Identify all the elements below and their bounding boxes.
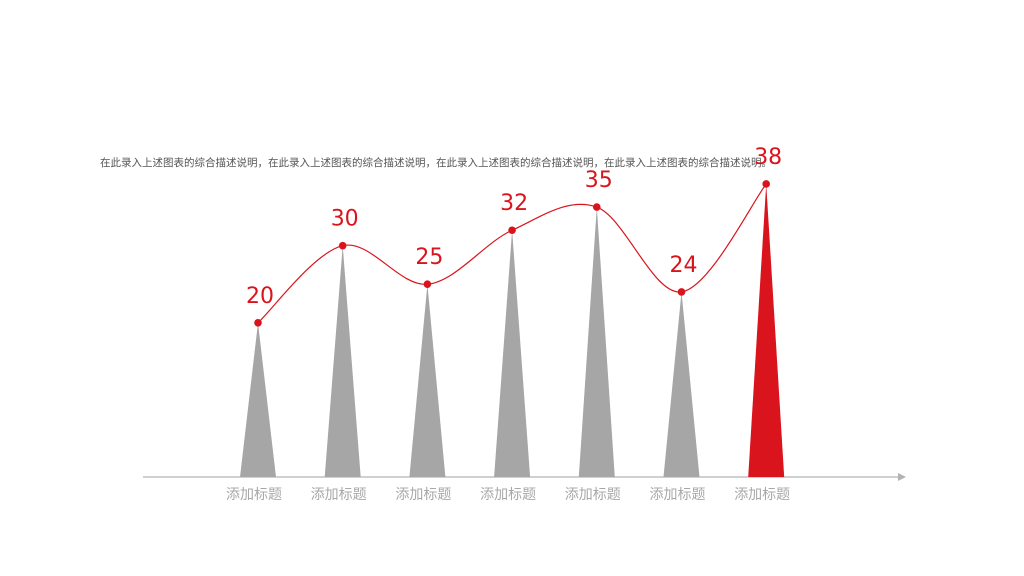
x-tick-label-1: 添加标题 <box>226 487 282 503</box>
x-tick-label-5: 添加标题 <box>565 487 621 503</box>
value-label-1: 20 <box>246 284 274 309</box>
x-tick-label-2: 添加标题 <box>311 487 367 503</box>
bar-1 <box>240 322 276 477</box>
x-axis-arrow-icon <box>898 473 906 481</box>
x-tick-label-4: 添加标题 <box>480 487 536 503</box>
points-group <box>254 180 770 327</box>
bars-group <box>240 183 785 477</box>
x-tick-label-6: 添加标题 <box>650 487 706 503</box>
bar-3 <box>409 284 446 477</box>
value-labels-group: 20 30 25 32 35 24 38 <box>246 145 782 309</box>
value-label-4: 32 <box>500 191 528 216</box>
x-tick-label-7: 添加标题 <box>734 487 790 503</box>
bar-2 <box>324 245 361 477</box>
data-point-6 <box>677 288 686 296</box>
data-point-2 <box>338 241 347 250</box>
bar-4 <box>494 230 531 477</box>
value-label-6: 24 <box>670 253 698 278</box>
value-label-7: 38 <box>754 145 782 170</box>
bar-6 <box>663 291 700 477</box>
value-label-5: 35 <box>585 168 613 193</box>
data-point-3 <box>423 280 432 289</box>
x-tick-label-3: 添加标题 <box>395 487 451 503</box>
data-point-4 <box>508 226 516 235</box>
bar-5 <box>578 207 615 477</box>
bar-7 <box>748 183 785 477</box>
chart-description: 在此录入上述图表的综合描述说明，在此录入上述图表的综合描述说明，在此录入上述图表… <box>100 157 772 169</box>
data-point-1 <box>254 318 262 327</box>
tick-labels-group: 添加标题 添加标题 添加标题 添加标题 添加标题 添加标题 添加标题 <box>226 487 790 503</box>
data-point-5 <box>593 203 601 211</box>
data-point-7 <box>762 180 770 188</box>
value-label-2: 30 <box>331 207 359 232</box>
value-label-3: 25 <box>415 245 443 270</box>
